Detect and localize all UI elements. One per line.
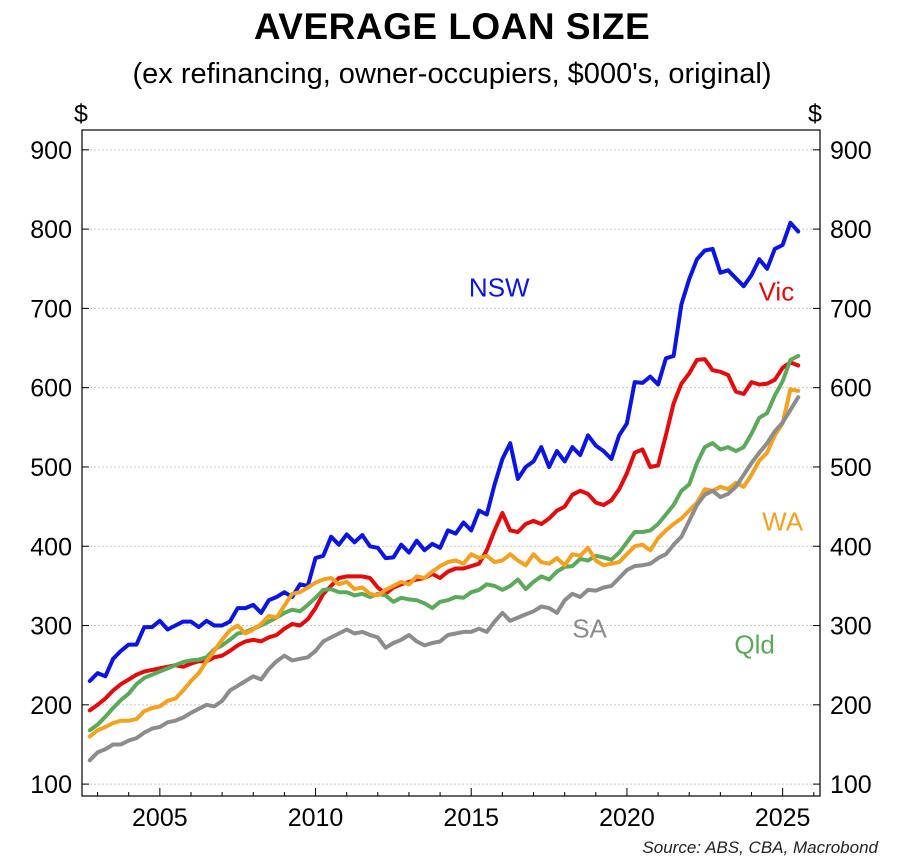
y-axis-unit-right: $ [808, 100, 822, 128]
y-tick-label-right-300: 300 [830, 613, 872, 641]
series-line-sa [87, 395, 801, 763]
series-line-qld [87, 354, 801, 733]
x-tick-label-2005: 2005 [132, 804, 188, 832]
series-line-wa [87, 387, 801, 739]
chart-title: AVERAGE LOAN SIZE [253, 6, 651, 47]
series-line-nsw [87, 220, 801, 683]
y-tick-label-right-700: 700 [830, 295, 872, 323]
series-label-nsw: NSW [469, 273, 530, 303]
y-tick-label-right-200: 200 [830, 692, 872, 720]
y-tick-label-left-100: 100 [30, 771, 72, 799]
y-tick-label-right-800: 800 [830, 216, 872, 244]
y-tick-label-right-400: 400 [830, 533, 872, 561]
x-tick-label-2025: 2025 [755, 804, 811, 832]
y-tick-label-left-600: 600 [30, 375, 72, 403]
x-tick-label-2015: 2015 [443, 804, 499, 832]
y-axis-unit-left: $ [74, 100, 88, 128]
source-note: Source: ABS, CBA, Macrobond [642, 838, 878, 857]
y-tick-label-left-900: 900 [30, 137, 72, 165]
series-label-qld: Qld [734, 629, 774, 659]
y-tick-label-right-100: 100 [830, 771, 872, 799]
y-tick-label-right-900: 900 [830, 137, 872, 165]
y-tick-label-left-400: 400 [30, 533, 72, 561]
series-label-sa: SA [572, 613, 607, 643]
y-tick-label-right-500: 500 [830, 454, 872, 482]
y-tick-label-left-500: 500 [30, 454, 72, 482]
plot-frame [81, 129, 821, 797]
y-tick-label-left-800: 800 [30, 216, 72, 244]
series-label-wa: WA [762, 506, 804, 536]
y-tick-label-left-300: 300 [30, 613, 72, 641]
y-tick-label-left-700: 700 [30, 295, 72, 323]
chart-subtitle: (ex refinancing, owner-occupiers, $000's… [132, 58, 772, 90]
y-tick-label-left-200: 200 [30, 692, 72, 720]
y-tick-label-right-600: 600 [830, 375, 872, 403]
x-tick-label-2020: 2020 [599, 804, 655, 832]
x-tick-label-2010: 2010 [288, 804, 344, 832]
series-label-vic: Vic [759, 276, 795, 306]
